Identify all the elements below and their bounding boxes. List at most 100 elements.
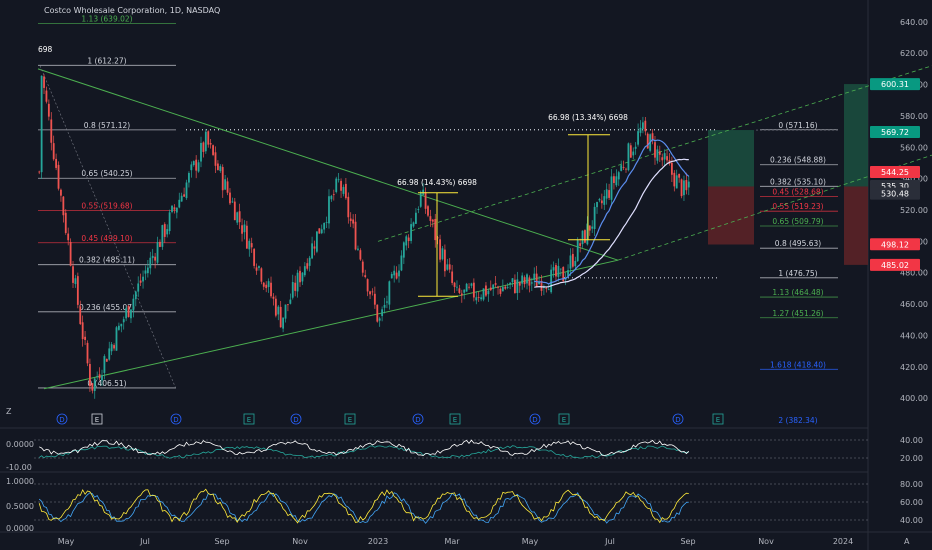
candle-body	[523, 277, 526, 285]
candle-body	[125, 308, 128, 319]
candle-body	[412, 222, 415, 227]
candle-body	[91, 383, 94, 391]
candle-body	[171, 205, 173, 212]
candle-body	[175, 207, 178, 213]
fib-left-label: 0.55 (519.68)	[81, 202, 132, 211]
chart-title: Costco Wholesale Corporation, 1D, NASDAQ	[44, 6, 221, 15]
candle-body	[137, 283, 140, 292]
candle-body	[86, 342, 89, 364]
price-tick-label: 400.00	[900, 394, 928, 403]
candle-body	[436, 237, 439, 239]
annotation-698: 698	[38, 45, 53, 54]
candle-body	[608, 190, 611, 198]
candle-body	[386, 301, 388, 303]
candle-body	[642, 122, 644, 129]
price-label-text: 544.25	[881, 168, 909, 177]
candle-body	[364, 275, 367, 278]
candle-body	[214, 152, 217, 166]
candle-body	[357, 248, 359, 250]
candle-body	[431, 219, 434, 222]
candle-body	[180, 195, 183, 202]
candle-body	[366, 279, 369, 292]
price-label-text: 535.30	[881, 182, 909, 191]
candle-body	[224, 179, 227, 190]
candle-body	[402, 242, 405, 258]
candle-body	[156, 242, 159, 263]
candle-body	[429, 216, 432, 221]
candle-body	[354, 221, 357, 250]
candle-body	[332, 194, 335, 196]
earnings-marker-box	[558, 413, 570, 425]
fib-left-label: 0.45 (499.10)	[81, 234, 132, 243]
candle-body	[74, 278, 77, 285]
time-axis[interactable]: May Jul Sep Nov 2023 Mar May Jul Sep Nov 2024 Z A	[6, 407, 910, 546]
candle-body	[393, 270, 396, 276]
fib-right-label: 0.382 (535.10)	[770, 177, 826, 186]
indicator1-left-tick: 0.0000	[6, 440, 34, 449]
price-tick-label: 420.00	[900, 363, 928, 372]
candle-body	[325, 222, 328, 223]
indicator2-left-tick: 0.0000	[6, 524, 34, 533]
price-label-badge	[870, 238, 920, 251]
candle-body	[204, 131, 207, 152]
event-marker-label: E	[247, 416, 251, 424]
candle-body	[629, 145, 632, 158]
candle-body	[489, 287, 492, 291]
dividend-marker-circle	[290, 413, 302, 425]
candle-body	[93, 378, 96, 392]
fib-left-label: 0.65 (540.25)	[81, 169, 132, 178]
dividend-marker-circle	[672, 413, 684, 425]
event-marker-label: E	[562, 416, 566, 424]
price-tick-label: 440.00	[900, 331, 928, 340]
corner-label: Z	[6, 407, 12, 416]
candle-body	[497, 286, 499, 288]
candle-body	[64, 212, 67, 233]
candle-body	[81, 322, 84, 340]
dividend-marker-circle	[412, 413, 424, 425]
candle-body	[245, 225, 248, 249]
candle-body	[260, 268, 263, 282]
candle-body	[581, 230, 584, 245]
candle-body	[154, 256, 157, 261]
earnings-marker-box	[91, 413, 103, 425]
candle-body	[398, 270, 400, 277]
candle-body	[166, 229, 169, 235]
candle-body	[337, 179, 340, 181]
candle-body	[591, 226, 594, 229]
fib-left-label: 0.382 (485.11)	[79, 256, 135, 265]
candle-body	[52, 143, 55, 160]
candle-body	[161, 225, 164, 247]
candle-body	[287, 304, 289, 306]
price-axis[interactable]: 400.00420.00440.00460.00480.00500.00520.…	[870, 18, 928, 403]
candle-body	[463, 289, 466, 293]
fib-left-label: 1.13 (639.02)	[81, 14, 132, 23]
indicator2-line-yellow	[38, 488, 689, 524]
candle-body	[76, 276, 79, 305]
candle-body	[610, 176, 613, 200]
candle-body	[274, 298, 277, 316]
candle-body	[190, 164, 193, 171]
candle-body	[258, 266, 260, 268]
candle-body	[509, 282, 512, 285]
candle-body	[400, 255, 403, 271]
price-label-badge	[870, 258, 920, 271]
candle-body	[656, 149, 659, 161]
price-tick-label: 460.00	[900, 300, 928, 309]
candle-body	[98, 374, 101, 379]
candle-body	[528, 277, 531, 286]
price-label-badge	[870, 187, 920, 200]
candle-body	[330, 195, 333, 200]
candle-body	[200, 142, 202, 162]
candle-body	[272, 296, 275, 299]
candle-body	[516, 279, 519, 294]
price-label-text: 600.31	[881, 80, 909, 89]
candle-body	[482, 288, 485, 300]
candle-body	[593, 206, 596, 230]
candle-body	[405, 236, 408, 246]
candle-body	[617, 172, 620, 180]
candle-body	[313, 246, 316, 249]
candle-body	[316, 231, 318, 252]
